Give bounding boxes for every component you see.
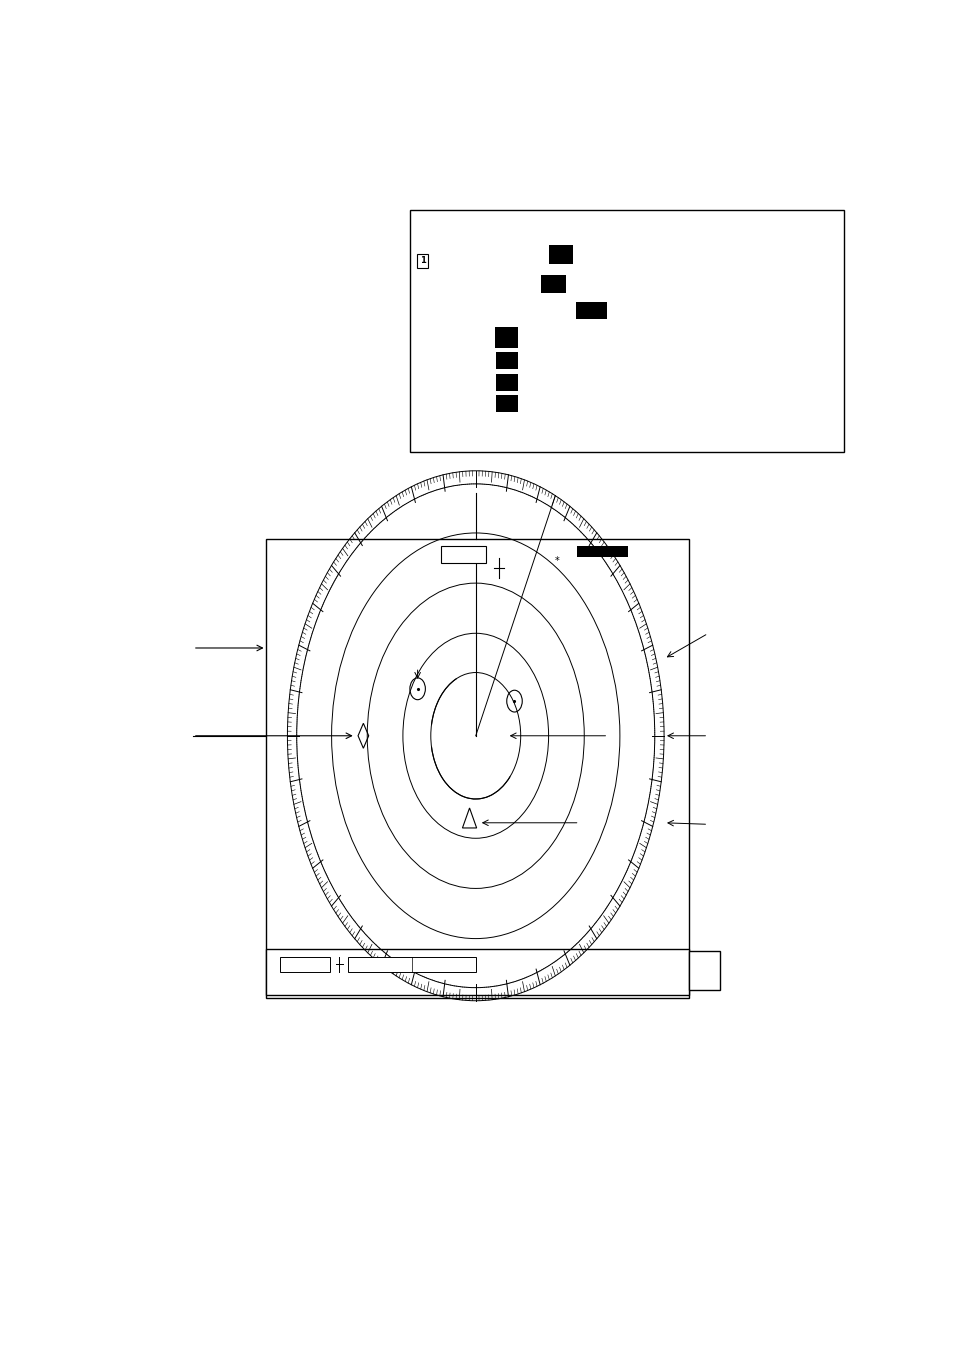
Bar: [348, 957, 476, 973]
Text: *: *: [554, 557, 558, 566]
Bar: [688, 951, 720, 990]
Bar: [540, 274, 565, 293]
Bar: [495, 327, 517, 349]
Text: 1: 1: [419, 257, 425, 265]
Bar: [266, 948, 688, 996]
Bar: [496, 374, 517, 390]
Bar: [280, 957, 330, 973]
Bar: [410, 209, 843, 453]
Bar: [576, 303, 607, 319]
Bar: [440, 546, 485, 563]
Bar: [577, 546, 627, 557]
Bar: [496, 353, 517, 369]
Bar: [496, 396, 517, 412]
Bar: [548, 246, 573, 263]
Bar: [266, 539, 688, 997]
